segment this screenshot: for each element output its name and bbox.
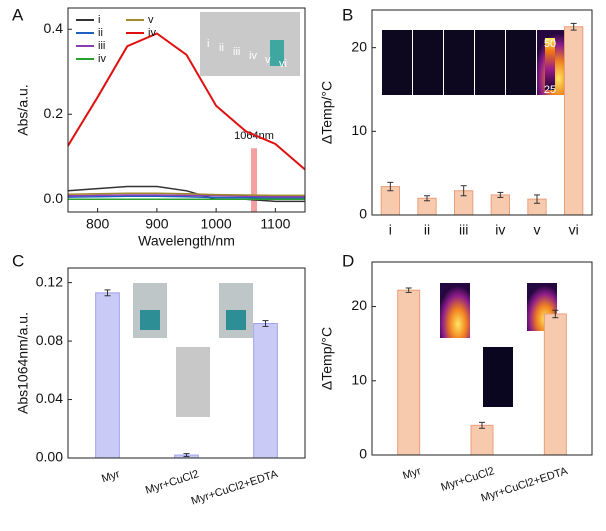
- y-tick-label: 0.04: [36, 390, 63, 406]
- line: [67, 185, 305, 203]
- plot-frame: [67, 7, 306, 213]
- bar: [490, 194, 510, 216]
- colorbar-label: 50: [544, 38, 556, 50]
- line: [67, 192, 305, 197]
- y-tick-label: 10: [351, 122, 367, 138]
- x-tick-label: Myr+CuCl2: [439, 465, 495, 494]
- x-tick-label: 900: [145, 216, 169, 232]
- inset-label: iii: [233, 46, 240, 58]
- x-tick-label: ii: [424, 222, 430, 238]
- line: [67, 195, 305, 199]
- x-tick-label: Myr+CuCl2+EDTA: [190, 468, 280, 508]
- x-tick-label: Myr: [100, 468, 121, 485]
- x-tick-label: vi: [569, 222, 579, 238]
- legend-label: iii: [98, 40, 105, 52]
- bar: [95, 292, 120, 459]
- plot-frame: [371, 9, 593, 216]
- legend-label: v: [148, 14, 154, 26]
- y-tick-label: 0.2: [44, 105, 64, 121]
- y-tick-label: 0.0: [44, 190, 64, 206]
- y-tick-label: 0: [359, 206, 367, 222]
- panel-label: B: [342, 5, 353, 24]
- x-tick-label: i: [389, 222, 392, 238]
- x-axis-label: Wavelength/nm: [138, 233, 235, 249]
- bar: [564, 26, 584, 216]
- x-tick-label: v: [534, 222, 541, 238]
- y-tick-label: 0.4: [44, 20, 64, 36]
- x-tick-label: 1000: [201, 216, 232, 232]
- inset-tube: [270, 40, 284, 66]
- legend-label: iv: [148, 27, 156, 39]
- inset-label: iv: [249, 50, 257, 62]
- x-tick-label: iv: [495, 222, 505, 238]
- y-axis-label: Abs/a.u.: [15, 84, 31, 135]
- panel-label: C: [12, 251, 24, 270]
- colorbar: [545, 38, 555, 90]
- bar: [253, 323, 278, 459]
- colorbar-label: 25: [544, 84, 556, 96]
- line: [67, 194, 305, 198]
- y-tick-label: 10: [351, 371, 367, 387]
- plot-frame: [371, 261, 593, 456]
- y-tick-label: 0.12: [36, 273, 63, 289]
- inset-label: ii: [219, 42, 224, 54]
- y-axis-label: ΔTemp/°C: [319, 81, 335, 144]
- y-tick-label: 20: [351, 38, 367, 54]
- x-tick-label: 800: [86, 216, 110, 232]
- y-tick-label: 0.08: [36, 332, 63, 348]
- legend-label: iv: [98, 53, 106, 65]
- plot-frame: [67, 267, 306, 459]
- thermal-insets-d: [440, 283, 557, 407]
- x-tick-label: Myr+CuCl2: [144, 468, 200, 497]
- inset-label: v: [265, 54, 271, 66]
- x-tick-label: 1100: [260, 216, 290, 232]
- panel-label: A: [12, 5, 24, 24]
- x-tick-label: iii: [459, 222, 468, 238]
- bar: [397, 289, 421, 456]
- highlight-band: [251, 148, 258, 212]
- x-tick-label: Myr: [401, 465, 422, 482]
- y-tick-label: 20: [351, 297, 367, 313]
- bar: [543, 313, 567, 456]
- inset-label: i: [207, 38, 209, 50]
- line: [67, 32, 306, 171]
- inset-label: vi: [279, 58, 287, 70]
- y-axis-label: Abs1064nm/a.u.: [15, 312, 31, 414]
- panel-label: D: [342, 251, 354, 270]
- bar: [470, 424, 494, 456]
- legend-label: ii: [98, 27, 103, 39]
- legend-label: i: [98, 14, 100, 26]
- y-tick-label: 0.00: [36, 449, 63, 465]
- tube-photos: [133, 283, 253, 417]
- y-tick-label: 0: [359, 446, 367, 462]
- y-axis-label: ΔTemp/°C: [319, 327, 335, 390]
